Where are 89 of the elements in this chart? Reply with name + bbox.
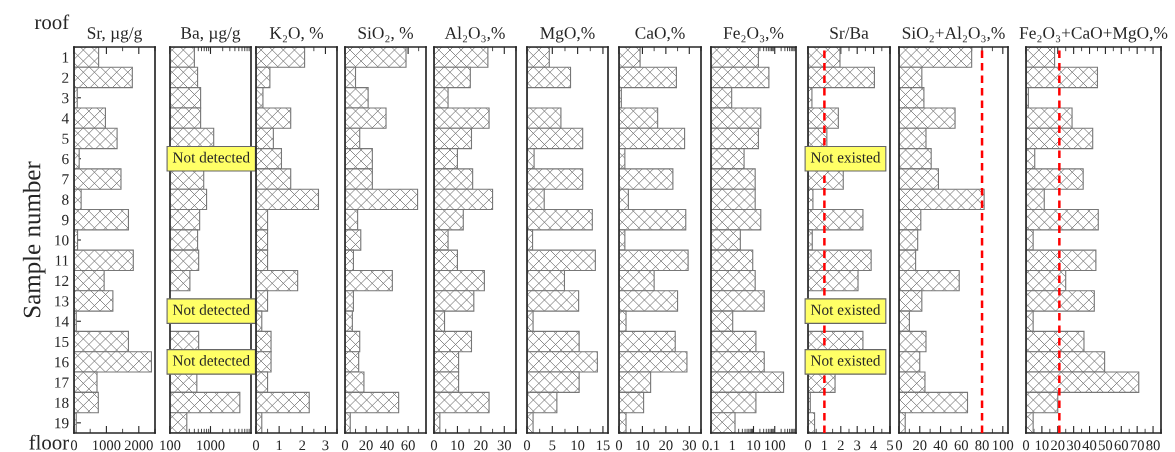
x-tick-label: 20 <box>1051 440 1065 451</box>
y-tick-label: 7 <box>62 174 69 185</box>
x-tick-label: 0 <box>895 440 903 451</box>
x-tick-label: 60 <box>954 440 969 451</box>
y-tick-label: 10 <box>55 235 69 246</box>
y-tick-label: 15 <box>55 336 69 348</box>
chart-title: SiO₂+Al₂O₃,% <box>902 26 1005 43</box>
x-tick-label: 30 <box>1067 440 1081 451</box>
x-tick-label: 70 <box>1130 440 1144 451</box>
x-tick-label: 1 <box>276 440 282 451</box>
x-tick-label: 60 <box>1114 440 1129 451</box>
x-tick-label: 1 <box>729 440 736 451</box>
x-tick-label: 0 <box>1022 440 1030 451</box>
x-tick-label: 50 <box>1098 440 1113 451</box>
x-tick-label: 40 <box>380 440 394 451</box>
x-tick-label: 1 <box>822 440 828 451</box>
x-tick-label: 20 <box>913 440 927 451</box>
x-tick-label: 0 <box>70 440 78 451</box>
chart-title: Fe₂O₃,% <box>723 27 784 43</box>
annotation: Not detected <box>172 151 250 163</box>
x-tick-label: 5 <box>549 440 556 451</box>
y-tick-label: 2 <box>62 72 69 83</box>
x-tick-label: 30 <box>682 440 697 451</box>
x-tick-label: 3 <box>322 440 329 451</box>
text: floor <box>29 434 69 450</box>
y-tick-label: 3 <box>62 92 69 104</box>
x-tick-label: 20 <box>359 440 373 451</box>
x-tick-label: 10 <box>1035 440 1049 451</box>
x-tick-label: 100 <box>993 440 1014 451</box>
x-tick-label: 0 <box>430 440 438 451</box>
x-tick-label: 100 <box>160 440 181 451</box>
x-tick-label: 0 <box>804 440 812 451</box>
x-tick-label: 80 <box>1146 440 1160 451</box>
y-axis-title: Sample number <box>22 161 46 318</box>
x-tick-label: 80 <box>975 440 989 451</box>
y-tick-label: 17 <box>55 377 69 388</box>
y-tick-label: 8 <box>62 194 69 205</box>
chart-title: Fe₂O₃+CaO+MgO,% <box>1019 27 1168 43</box>
chart-title: Sr/Ba <box>830 27 869 39</box>
x-tick-label: 0 <box>341 440 349 451</box>
x-tick-label: 100 <box>765 440 786 451</box>
x-tick-label: 10 <box>451 440 465 451</box>
y-tick-label: 5 <box>62 133 69 144</box>
x-tick-label: 0 <box>523 440 531 451</box>
chart-title: K₂O, % <box>269 27 324 43</box>
x-tick-label: 4 <box>870 440 878 451</box>
annotation: Not detected <box>172 354 250 366</box>
annotation: Not existed <box>810 354 881 366</box>
x-tick-label: 20 <box>474 440 488 451</box>
y-tick-label: 4 <box>61 113 69 124</box>
x-tick-label: 60 <box>401 440 415 451</box>
x-tick-label: 0 <box>252 440 260 451</box>
x-tick-label: 5 <box>887 440 894 451</box>
y-tick-label: 11 <box>55 255 69 266</box>
x-tick-label: 0.1 <box>702 440 720 451</box>
x-tick-label: 2 <box>837 440 844 451</box>
x-tick-label: 15 <box>596 440 610 451</box>
chart-title: SiO₂, % <box>358 27 414 43</box>
x-tick-label: 1000 <box>93 440 121 451</box>
x-tick-label: 0 <box>615 440 623 451</box>
chart-title: MgO,% <box>540 27 595 43</box>
x-tick-label: 20 <box>659 440 673 451</box>
annotation: Not existed <box>810 304 881 315</box>
x-tick-label: 30 <box>497 440 512 451</box>
annotation: Not existed <box>810 151 881 163</box>
chart-title: Sr, µg/g <box>87 27 142 43</box>
chart-title: CaO,% <box>635 27 685 42</box>
y-tick-label: 13 <box>55 296 69 307</box>
x-tick-label: 40 <box>1082 440 1097 451</box>
y-tick-label: 18 <box>55 397 69 408</box>
x-tick-label: 2000 <box>124 440 153 451</box>
y-tick-label: 14 <box>55 316 69 327</box>
chart-title: Ba, µg/g <box>180 27 241 43</box>
x-tick-label: 1000 <box>197 440 225 451</box>
x-tick-label: 40 <box>933 440 948 451</box>
y-tick-label: 12 <box>55 275 69 286</box>
chart-title: Al₂O₃,% <box>444 26 505 43</box>
y-tick-label: 6 <box>62 153 69 165</box>
y-tick-label: 1 <box>62 52 69 63</box>
x-tick-label: 3 <box>854 440 861 451</box>
x-tick-label: 10 <box>747 440 761 451</box>
y-tick-label: 16 <box>55 357 69 368</box>
y-tick-label: 19 <box>55 418 69 429</box>
x-tick-label: 10 <box>571 440 585 451</box>
annotation: Not detected <box>172 304 250 315</box>
x-tick-label: 2 <box>299 440 306 451</box>
y-tick-label: 9 <box>61 214 69 226</box>
text: roof <box>34 14 70 30</box>
x-tick-label: 10 <box>636 440 650 451</box>
